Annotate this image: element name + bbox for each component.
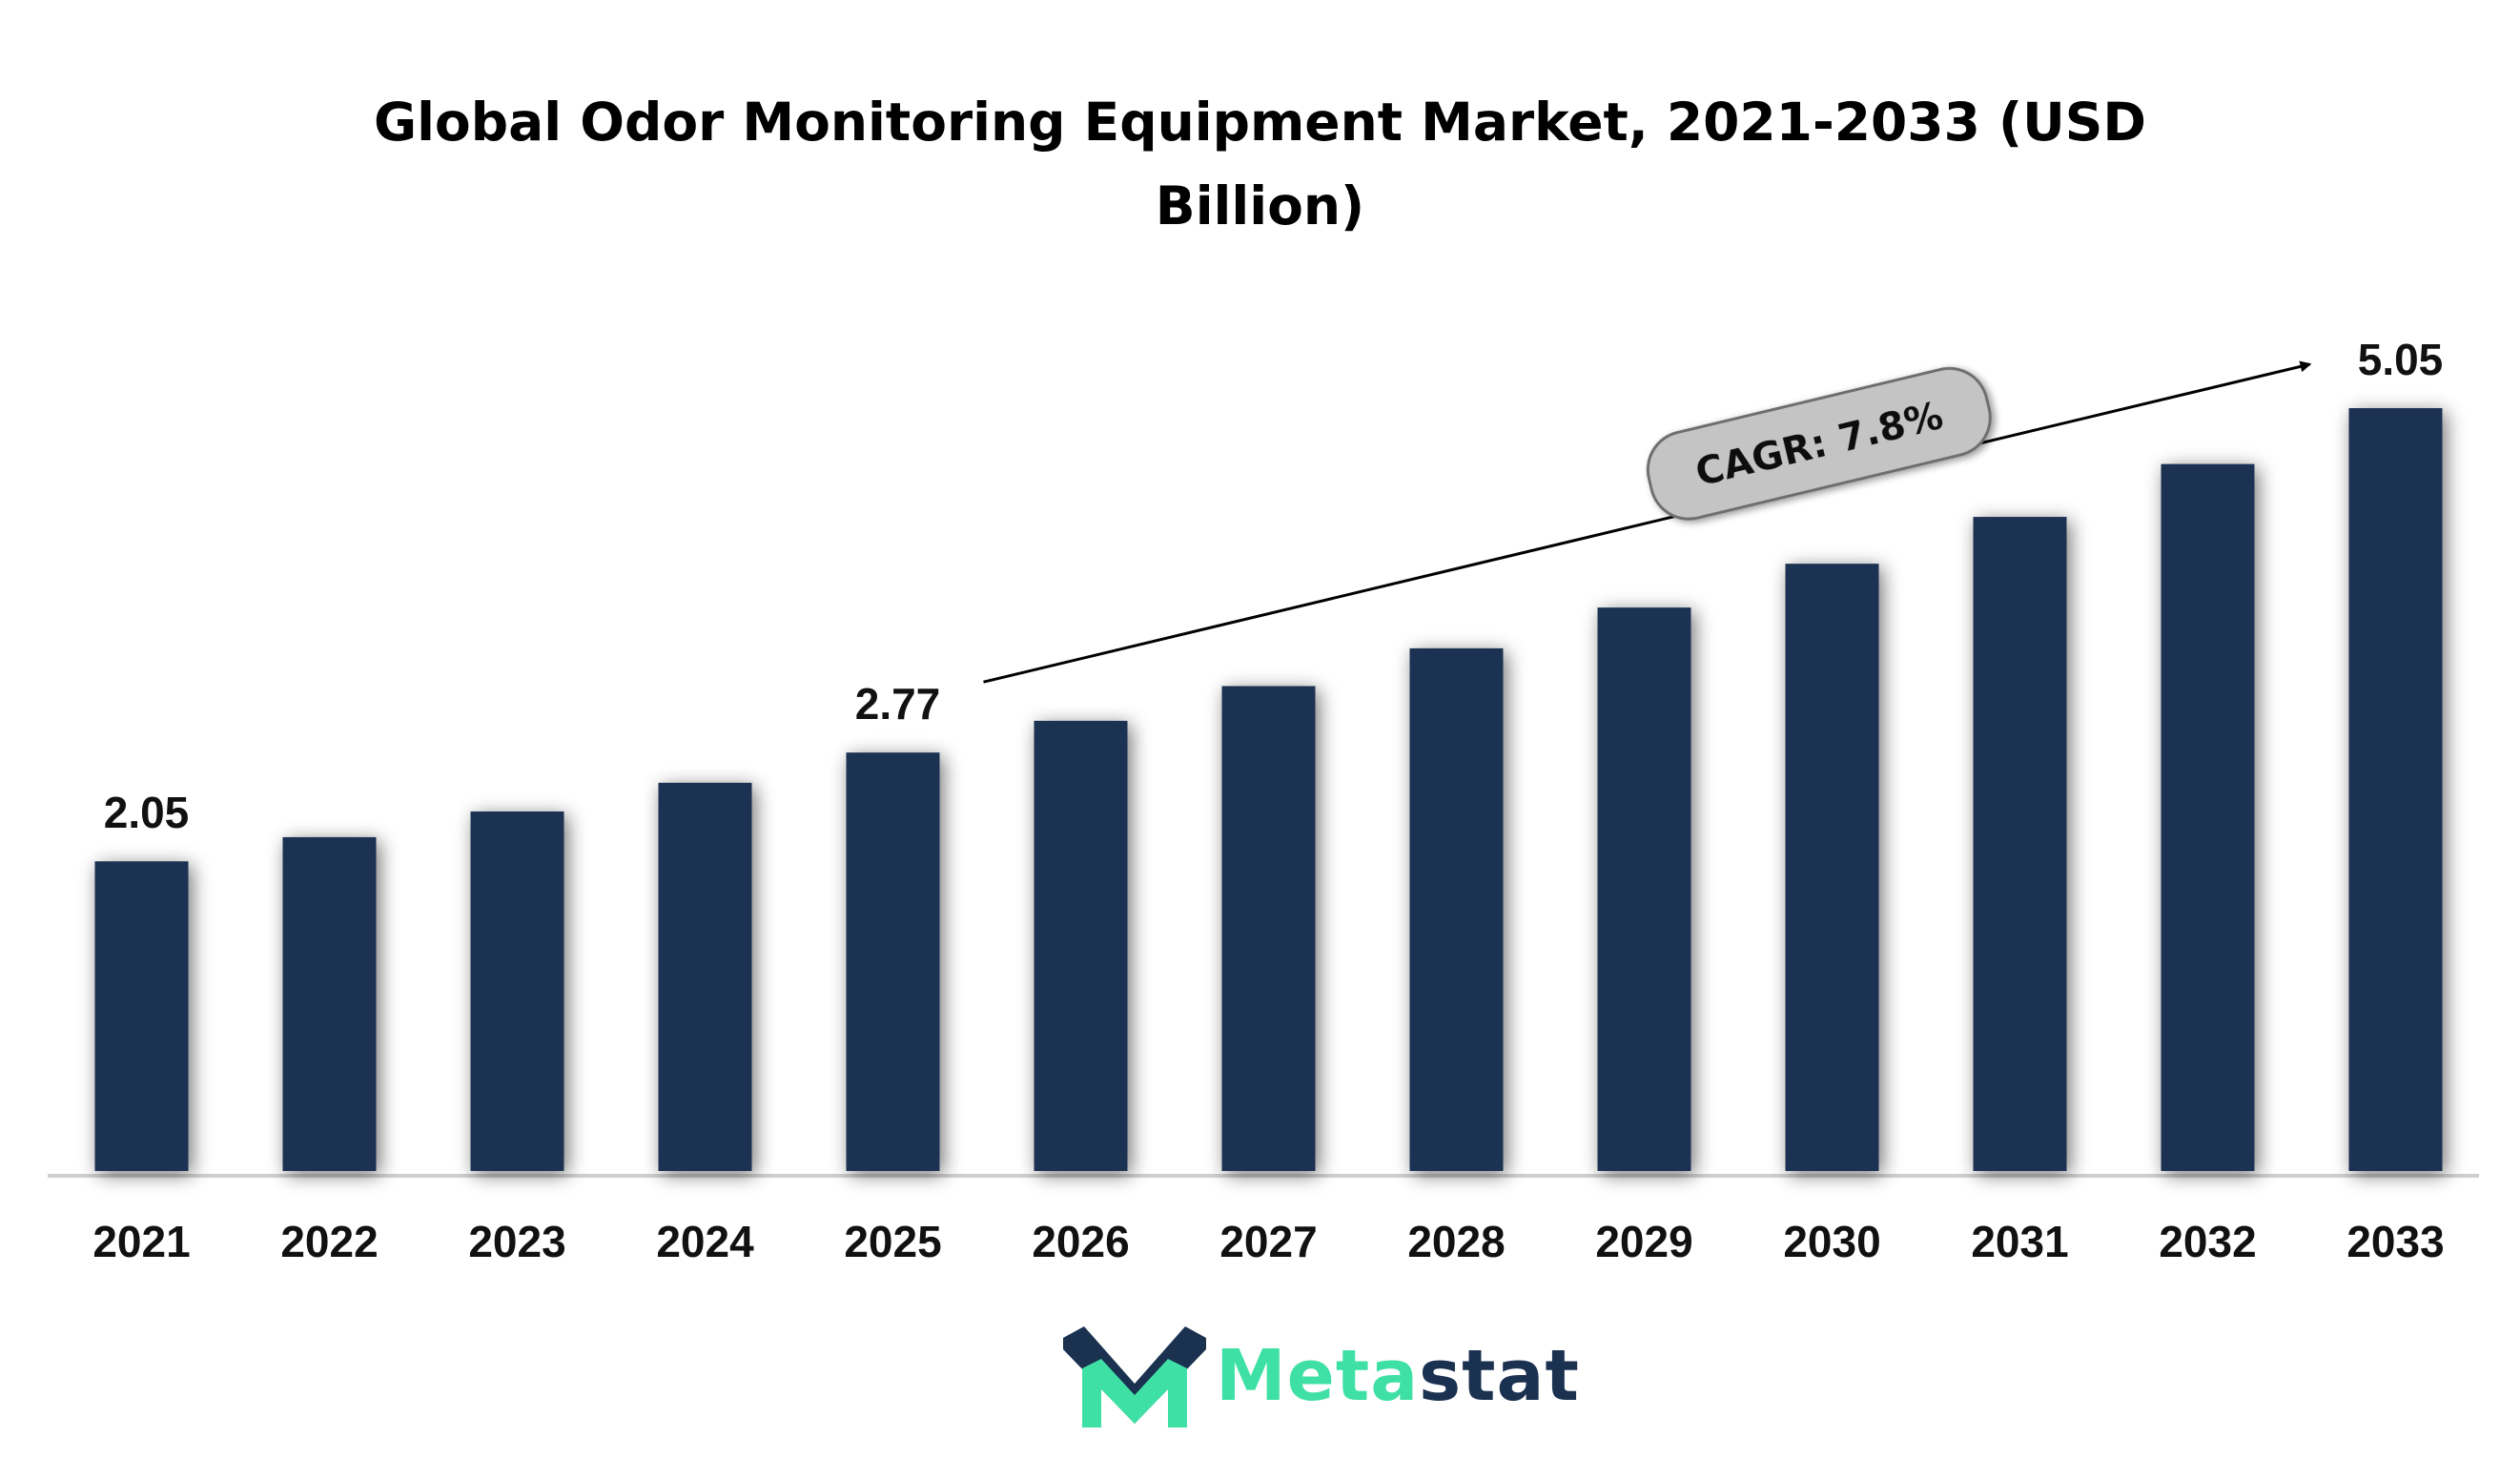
category-label-2029: 2029 bbox=[1595, 1217, 1692, 1266]
category-label-2028: 2028 bbox=[1407, 1217, 1505, 1266]
chart-title: Global Odor Monitoring Equipment Market,… bbox=[0, 80, 2520, 248]
category-label-2033: 2033 bbox=[2346, 1217, 2444, 1266]
bar-2028 bbox=[1409, 647, 1504, 1171]
metastat-logo-mark-icon bbox=[1063, 1326, 1206, 1428]
value-label-2033: 5.05 bbox=[2358, 335, 2444, 384]
category-labels: 2021 2022 2023 2024 2025 2026 2027 2028 2029 2030… bbox=[92, 1217, 2444, 1266]
cagr-badge: CAGR: 7.8% bbox=[1646, 366, 1992, 521]
category-label-2027: 2027 bbox=[1219, 1217, 1317, 1266]
bar-2025 bbox=[846, 752, 940, 1171]
metastat-logo-text: Metastat bbox=[1216, 1335, 1580, 1417]
logo-text-meta: Meta bbox=[1216, 1334, 1420, 1417]
bar-2023 bbox=[470, 811, 564, 1171]
bar-2026 bbox=[1034, 720, 1128, 1171]
bar-2031 bbox=[1973, 517, 2067, 1171]
cagr-annotation: CAGR: 7.8% bbox=[983, 360, 2312, 684]
bars bbox=[94, 408, 2443, 1171]
value-label-2025: 2.77 bbox=[855, 679, 941, 729]
category-label-2030: 2030 bbox=[1783, 1217, 1880, 1266]
category-label-2032: 2032 bbox=[2159, 1217, 2256, 1266]
category-label-2031: 2031 bbox=[1971, 1217, 2068, 1266]
category-label-2026: 2026 bbox=[1032, 1217, 1129, 1266]
metastat-logo: Metastat bbox=[1063, 1321, 1580, 1430]
bar-2033 bbox=[2348, 408, 2443, 1171]
bar-chart: 2021 2022 2023 2024 2025 2026 2027 2028 2029 2030… bbox=[48, 335, 2479, 1266]
bar-2022 bbox=[282, 836, 377, 1171]
value-labels: 2.05 2.77 5.05 bbox=[104, 335, 2444, 837]
chart-title-line-2: Billion) bbox=[1155, 175, 1365, 236]
value-label-2021: 2.05 bbox=[104, 788, 190, 837]
chart-title-line-1: Global Odor Monitoring Equipment Market,… bbox=[373, 92, 2147, 153]
bar-2024 bbox=[658, 782, 752, 1171]
category-label-2023: 2023 bbox=[468, 1217, 565, 1266]
bar-2021 bbox=[94, 861, 189, 1171]
category-label-2024: 2024 bbox=[656, 1217, 754, 1266]
logo-text-stat: stat bbox=[1419, 1334, 1580, 1417]
bar-2029 bbox=[1597, 607, 1691, 1171]
bar-2032 bbox=[2161, 463, 2255, 1171]
bar-2027 bbox=[1221, 686, 1316, 1171]
cagr-arrow bbox=[983, 360, 2312, 684]
category-label-2021: 2021 bbox=[92, 1217, 190, 1266]
category-label-2022: 2022 bbox=[280, 1217, 378, 1266]
category-label-2025: 2025 bbox=[844, 1217, 941, 1266]
bar-2030 bbox=[1785, 564, 1879, 1171]
